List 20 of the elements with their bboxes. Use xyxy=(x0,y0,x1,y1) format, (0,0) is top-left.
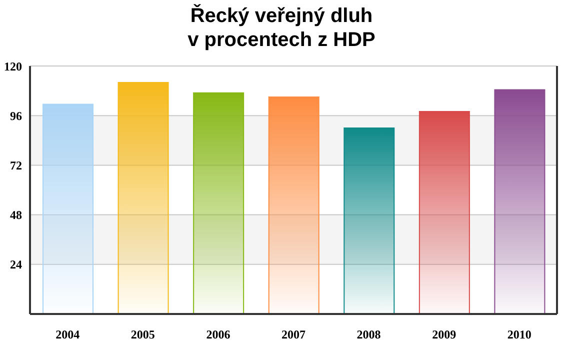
bar xyxy=(494,89,546,314)
x-tick-label: 2005 xyxy=(130,328,155,342)
bar xyxy=(268,96,320,314)
bar xyxy=(344,128,395,314)
bar xyxy=(418,110,470,314)
x-tick-label: 2009 xyxy=(432,328,456,342)
x-tick-label: 2007 xyxy=(282,328,306,342)
y-tick-label: 120 xyxy=(4,59,22,74)
bar xyxy=(42,104,94,314)
x-tick-label: 2008 xyxy=(356,328,381,342)
y-tick-label: 96 xyxy=(10,108,22,123)
x-tick-label: 2006 xyxy=(206,328,230,342)
y-tick-label: 24 xyxy=(10,258,22,272)
bar xyxy=(118,82,169,314)
x-tick-label: 2004 xyxy=(56,328,80,342)
y-tick-label: 48 xyxy=(10,208,22,222)
y-tick-label: 72 xyxy=(10,158,22,172)
chart-title: Řecký veřejný dluh v procentech z HDP xyxy=(186,4,376,52)
x-tick-label: 2010 xyxy=(507,328,532,342)
bar xyxy=(193,92,244,314)
